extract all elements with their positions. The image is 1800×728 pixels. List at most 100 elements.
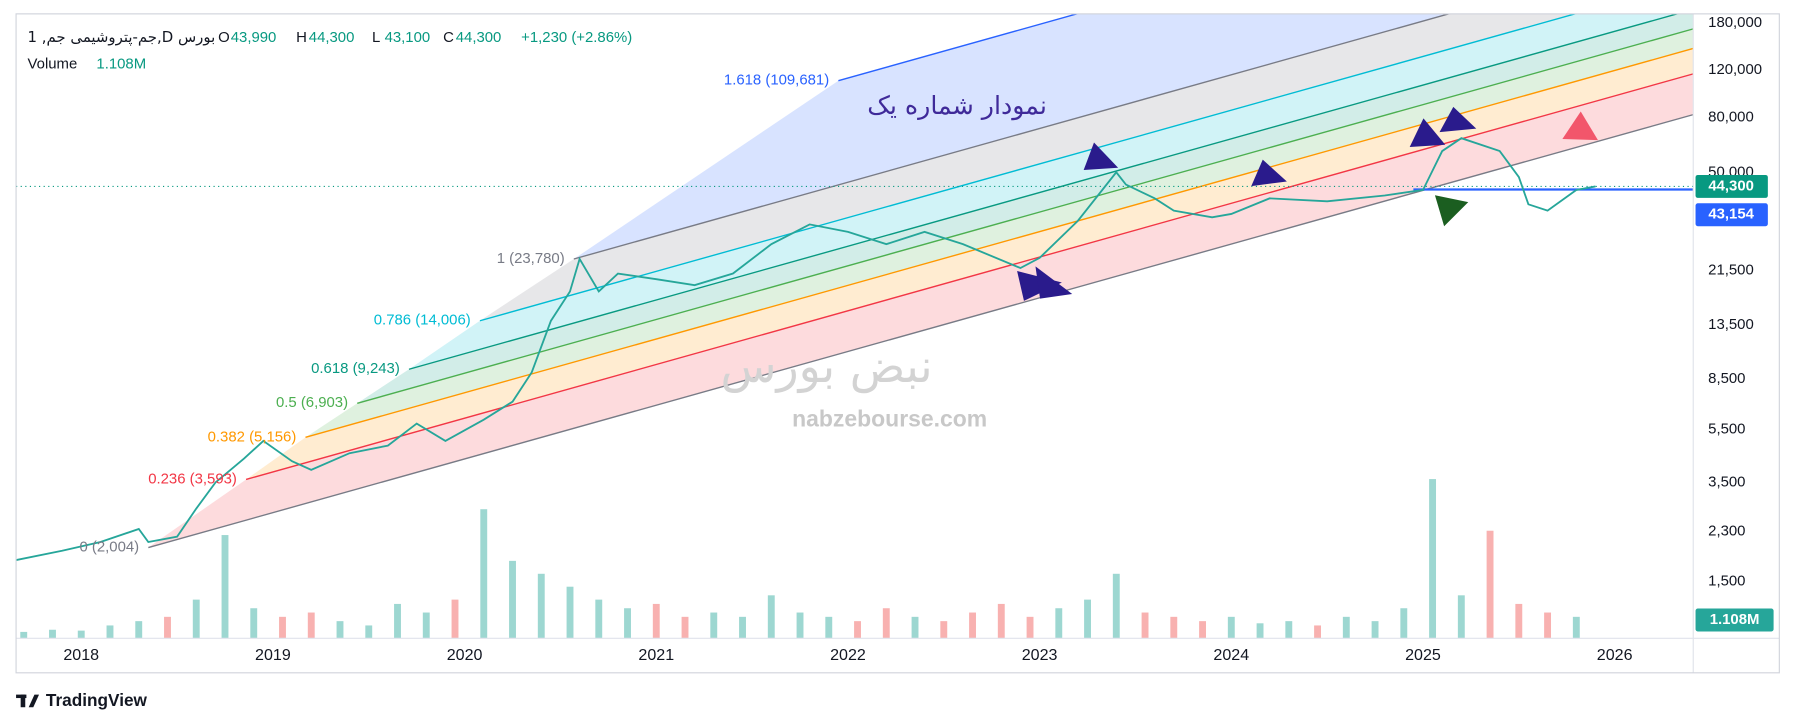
volume-bar bbox=[1227, 616, 1235, 639]
volume-bar bbox=[77, 630, 85, 639]
volume-bar bbox=[940, 621, 948, 639]
volume-bar bbox=[882, 608, 890, 639]
fib-line bbox=[479, 13, 1578, 322]
y-tick-label: 5,500 bbox=[1708, 421, 1745, 438]
volume-bar bbox=[1457, 595, 1465, 639]
price-pane bbox=[16, 137, 1694, 561]
brand-logo bbox=[16, 694, 40, 708]
volume-bar bbox=[480, 509, 488, 639]
volume-bar bbox=[20, 631, 28, 639]
volume-bar bbox=[566, 586, 574, 639]
y-tick-label: 120,000 bbox=[1708, 61, 1762, 78]
fib-label: 0.382 (5,156) bbox=[208, 428, 297, 445]
ohlc-value: 43,100 bbox=[385, 29, 431, 46]
arrow bbox=[1409, 118, 1446, 148]
volume-bar bbox=[451, 599, 459, 639]
volume-bar bbox=[106, 625, 114, 639]
ohlc-label: C bbox=[443, 29, 454, 46]
volume-value: 1.108M bbox=[96, 55, 146, 72]
volume-bar bbox=[1256, 623, 1264, 639]
price-line bbox=[16, 137, 1596, 561]
volume-bar bbox=[537, 573, 545, 639]
ohlc-label: O bbox=[218, 29, 230, 46]
x-tick-label: 2022 bbox=[830, 646, 866, 664]
logo-part bbox=[28, 694, 40, 708]
volume-bar bbox=[307, 612, 315, 639]
volume-bar bbox=[1515, 603, 1523, 639]
x-tick-label: 2025 bbox=[1405, 646, 1441, 664]
symbol: 1 ,جم-پتروشیمی جم,D بورس bbox=[28, 28, 216, 46]
trend-price-badge-bg bbox=[1695, 203, 1768, 227]
volume-bar bbox=[509, 560, 516, 639]
volume-bar bbox=[595, 599, 603, 639]
volume-badge-bg bbox=[1695, 608, 1774, 632]
volume-bar bbox=[250, 608, 258, 639]
ohlc-value: 43,990 bbox=[231, 29, 277, 46]
arrow bbox=[1434, 195, 1469, 227]
fib-label: 1.618 (109,681) bbox=[724, 72, 829, 89]
watermark-url: nabzebourse.com bbox=[792, 405, 987, 431]
ohlc-value: 44,300 bbox=[309, 29, 355, 46]
fib-band bbox=[148, 73, 1694, 548]
volume-label: Volume bbox=[28, 55, 78, 72]
fib-band bbox=[305, 28, 1694, 438]
volume-bar bbox=[767, 595, 775, 639]
arrow bbox=[1439, 106, 1477, 133]
y-tick-label: 80,000 bbox=[1708, 108, 1754, 125]
volume-bar bbox=[1400, 608, 1408, 639]
volume-bar bbox=[1429, 479, 1437, 639]
frame bbox=[15, 13, 1780, 674]
volume-bar bbox=[854, 621, 861, 639]
volume-bar bbox=[825, 616, 833, 639]
volume-bar bbox=[394, 603, 401, 639]
volume-bar bbox=[422, 612, 430, 639]
y-tick-label: 21,500 bbox=[1708, 262, 1754, 279]
volume-bar bbox=[796, 612, 804, 639]
volume-bar bbox=[365, 625, 373, 639]
volume-pane bbox=[20, 479, 1580, 639]
x-tick-label: 2018 bbox=[63, 646, 99, 664]
ohlc-label: H bbox=[296, 29, 307, 46]
volume-bar bbox=[164, 616, 171, 639]
fib-channel bbox=[148, 13, 1694, 549]
volume-bar bbox=[1371, 621, 1379, 639]
fib-band bbox=[357, 13, 1694, 404]
volume-bar bbox=[969, 612, 976, 639]
y-tick-label: 1,500 bbox=[1708, 572, 1745, 589]
y-tick-label: 13,500 bbox=[1708, 316, 1754, 333]
fib-line bbox=[408, 13, 1680, 370]
last-price-badge-bg bbox=[1695, 174, 1768, 198]
change: +1,230 (+2.86%) bbox=[521, 29, 632, 46]
x-tick-label: 2026 bbox=[1597, 646, 1633, 664]
volume-bar bbox=[652, 603, 660, 639]
ohlc-value: 44,300 bbox=[456, 29, 502, 46]
fib-band bbox=[246, 48, 1694, 480]
volume-bar bbox=[336, 621, 344, 639]
fib-label: 0.618 (9,243) bbox=[311, 360, 400, 377]
fib-line bbox=[245, 73, 1694, 481]
volume-bar bbox=[1342, 616, 1350, 639]
fib-line bbox=[838, 13, 1080, 82]
logo-part bbox=[20, 694, 26, 708]
volume-bar bbox=[1314, 625, 1321, 639]
volume-bar bbox=[49, 629, 56, 639]
volume-bar bbox=[1084, 599, 1091, 639]
volume-bar bbox=[135, 621, 143, 639]
arrow bbox=[1035, 266, 1073, 299]
fib-line bbox=[357, 28, 1694, 404]
x-tick-label: 2021 bbox=[638, 646, 674, 664]
volume-bar bbox=[1486, 530, 1494, 639]
volume-bar bbox=[1285, 621, 1293, 639]
fib-line bbox=[305, 47, 1694, 438]
volume-bar bbox=[1141, 612, 1149, 639]
volume-bar bbox=[1572, 616, 1580, 639]
last-price-badge: 44,300 bbox=[1708, 177, 1754, 194]
volume-bar bbox=[911, 616, 919, 639]
volume-bar bbox=[739, 616, 746, 639]
watermark-logo: نبض بورس bbox=[720, 339, 932, 394]
volume-bar bbox=[624, 608, 631, 639]
volume-badge: 1.108M bbox=[1710, 611, 1760, 628]
